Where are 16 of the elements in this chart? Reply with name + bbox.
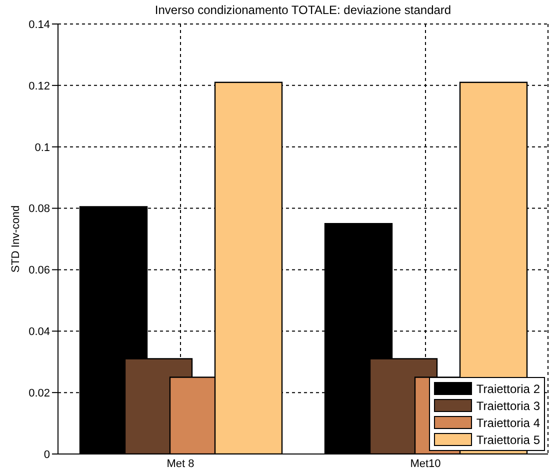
y-tick-label: 0.04 bbox=[28, 326, 50, 338]
y-tick-label: 0.14 bbox=[28, 18, 50, 31]
x-tick-label: Met 8 bbox=[166, 458, 194, 470]
chart-title: Inverso condizionamento TOTALE: deviazione standard bbox=[154, 3, 452, 17]
y-tick-label: 0.1 bbox=[34, 142, 50, 154]
legend-label: Traiettoria 4 bbox=[476, 416, 540, 430]
y-tick-label: 0.08 bbox=[28, 203, 50, 216]
legend-label: Traiettoria 3 bbox=[476, 398, 540, 412]
x-tick-label: Met10 bbox=[410, 458, 441, 470]
y-tick-label: 0.06 bbox=[28, 264, 50, 277]
legend-label: Traiettoria 5 bbox=[476, 432, 540, 446]
y-tick-label: 0.12 bbox=[28, 80, 50, 92]
y-axis-title: STD Inv-cond bbox=[10, 205, 22, 273]
legend-label: Traiettoria 2 bbox=[476, 382, 540, 396]
y-tick-label: 0 bbox=[44, 448, 50, 461]
y-tick-label: 0.02 bbox=[28, 387, 50, 400]
